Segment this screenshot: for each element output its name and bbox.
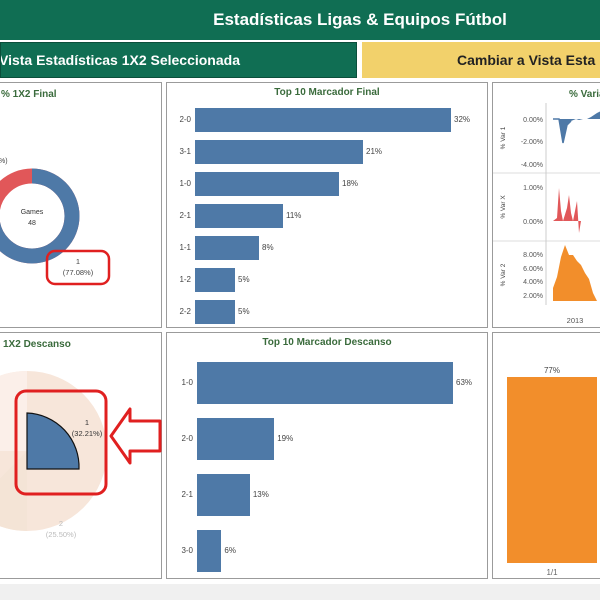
bar-category-label: 2-0 bbox=[181, 434, 193, 443]
bar-category-label: 2-2 bbox=[179, 307, 191, 316]
bar-value-label: 5% bbox=[238, 307, 250, 316]
highlight-box-final bbox=[45, 249, 111, 286]
var1-tick-0: 0.00% bbox=[523, 117, 543, 124]
bar[interactable] bbox=[195, 140, 363, 164]
bar-value-label: 32% bbox=[454, 115, 471, 124]
tab-1x2-selected-label: Vista Estadísticas 1X2 Seleccionada bbox=[0, 52, 240, 68]
panel-top10-descanso: Top 10 Marcador Descanso 1-0 63% 2-0 19% 2-1… bbox=[166, 332, 488, 579]
dashboard-title: Estadísticas Ligas & Equipos Fútbol bbox=[213, 10, 507, 29]
panel-variation-title: % Varia bbox=[569, 89, 600, 100]
var-xtick-2013: 2013 bbox=[567, 316, 584, 325]
panel-variation: % Varia % Var 1 % Var X % Var 2 0.00% -2… bbox=[492, 82, 600, 328]
var2-tick-2: 4.00% bbox=[523, 279, 543, 286]
pie-slice-1[interactable] bbox=[26, 412, 80, 470]
bar[interactable] bbox=[197, 418, 275, 460]
donut-center-label: Games bbox=[21, 209, 44, 216]
panel-top10-final-title: Top 10 Marcador Final bbox=[274, 87, 380, 98]
bar-value-label: 63% bbox=[456, 378, 473, 387]
panel-1x2-final: % 1X2 Final Games 48 %) 1 (77.08%) bbox=[0, 82, 162, 328]
pie-chart-descanso[interactable]: 1 (32.21%) 2 (25.50%) bbox=[0, 333, 162, 579]
var2-tick-1: 6.00% bbox=[523, 266, 543, 273]
pie-slice-2[interactable] bbox=[0, 451, 27, 531]
pie-slice2-pct: (25.50%) bbox=[46, 530, 77, 539]
bar-category-label: 2-1 bbox=[179, 211, 191, 220]
bar[interactable] bbox=[197, 530, 222, 572]
bar-category-label: 3-1 bbox=[179, 147, 191, 156]
var1-line bbox=[553, 118, 572, 144]
dashboard-header: Estadísticas Ligas & Equipos Fútbol bbox=[0, 0, 600, 40]
var2-tick-3: 2.00% bbox=[523, 293, 543, 300]
variation-charts[interactable]: % Var 1 % Var X % Var 2 0.00% -2.00% -4.… bbox=[493, 83, 600, 328]
donut-center-value: 48 bbox=[28, 220, 36, 227]
bar-category-label: 2-0 bbox=[179, 115, 191, 124]
switch-view-button[interactable]: Cambiar a Vista Esta bbox=[362, 42, 600, 78]
donut-slice-pct: (77.08%) bbox=[63, 268, 94, 277]
varx-tick-0: 1.00% bbox=[523, 185, 543, 192]
varx-area[interactable] bbox=[553, 188, 600, 233]
bar[interactable] bbox=[195, 300, 235, 324]
donut-slice-label: 1 bbox=[76, 257, 80, 266]
tab-1x2-selected[interactable]: Vista Estadísticas 1X2 Seleccionada bbox=[0, 42, 357, 78]
bar-category-label: 1-2 bbox=[179, 275, 191, 284]
varx-tick-1: 0.00% bbox=[523, 219, 543, 226]
pie-faded-slice bbox=[0, 371, 27, 451]
bar-value-label: 6% bbox=[224, 546, 236, 555]
bar-value-label: 19% bbox=[277, 434, 294, 443]
bar-category-label: 2-1 bbox=[181, 490, 193, 499]
orange-bar-xlabel: 1/1 bbox=[546, 568, 558, 577]
var2-ylabel: % Var 2 bbox=[500, 263, 507, 286]
bar[interactable] bbox=[195, 236, 259, 260]
bar[interactable] bbox=[197, 362, 453, 404]
varx-ylabel: % Var X bbox=[500, 195, 507, 219]
pie-slice2-label: 2 bbox=[59, 519, 63, 528]
arrow-shape bbox=[109, 407, 162, 465]
bar[interactable] bbox=[195, 108, 451, 132]
var1-tick-2: -4.00% bbox=[521, 162, 543, 169]
highlight-box-descanso bbox=[14, 389, 108, 496]
panel-right-bottom: 77% 1/1 bbox=[492, 332, 600, 579]
bar-category-label: 1-0 bbox=[179, 179, 191, 188]
bar-value-label: 11% bbox=[286, 211, 302, 220]
panel-top10-descanso-title: Top 10 Marcador Descanso bbox=[262, 337, 392, 348]
bar-value-label: 18% bbox=[342, 179, 359, 188]
panel-1x2-descanso: 1X2 Descanso 1 (32.21%) 2 (25.50%) bbox=[0, 332, 162, 579]
pie-slice1-pct: (32.21%) bbox=[72, 429, 103, 438]
orange-bar[interactable] bbox=[507, 377, 597, 563]
bar[interactable] bbox=[195, 204, 283, 228]
donut-chart-final[interactable]: Games 48 %) 1 (77.08%) bbox=[0, 83, 162, 328]
bar-value-label: 13% bbox=[252, 490, 269, 499]
panel-1x2-final-title: % 1X2 Final bbox=[1, 89, 57, 100]
bar-category-label: 1-1 bbox=[179, 243, 191, 252]
switch-view-label: Cambiar a Vista Esta bbox=[457, 52, 596, 68]
var1-tick-1: -2.00% bbox=[521, 139, 543, 146]
donut-left-fragment: %) bbox=[0, 158, 8, 165]
var2-tick-0: 8.00% bbox=[523, 252, 543, 259]
panel-1x2-descanso-title: 1X2 Descanso bbox=[3, 339, 71, 350]
bar-value-label: 5% bbox=[238, 275, 250, 284]
panel-top10-final: Top 10 Marcador Final 2-0 32% 3-1 21% 1-0 18%… bbox=[166, 82, 488, 328]
bar[interactable] bbox=[195, 268, 235, 292]
bar-value-label: 21% bbox=[366, 147, 383, 156]
bar[interactable] bbox=[197, 474, 250, 516]
bar[interactable] bbox=[195, 172, 339, 196]
bar-value-label: 8% bbox=[262, 243, 274, 252]
bar-category-label: 1-0 bbox=[181, 378, 193, 387]
orange-bar-label: 77% bbox=[543, 366, 560, 375]
bar-category-label: 3-0 bbox=[181, 546, 193, 555]
var2-area[interactable] bbox=[553, 245, 600, 301]
pie-slice1-label: 1 bbox=[85, 418, 89, 427]
footer-bar bbox=[0, 584, 600, 600]
callout-arrow bbox=[109, 407, 162, 465]
donut-slice-1[interactable] bbox=[0, 168, 80, 264]
var1-ylabel: % Var 1 bbox=[500, 126, 507, 149]
